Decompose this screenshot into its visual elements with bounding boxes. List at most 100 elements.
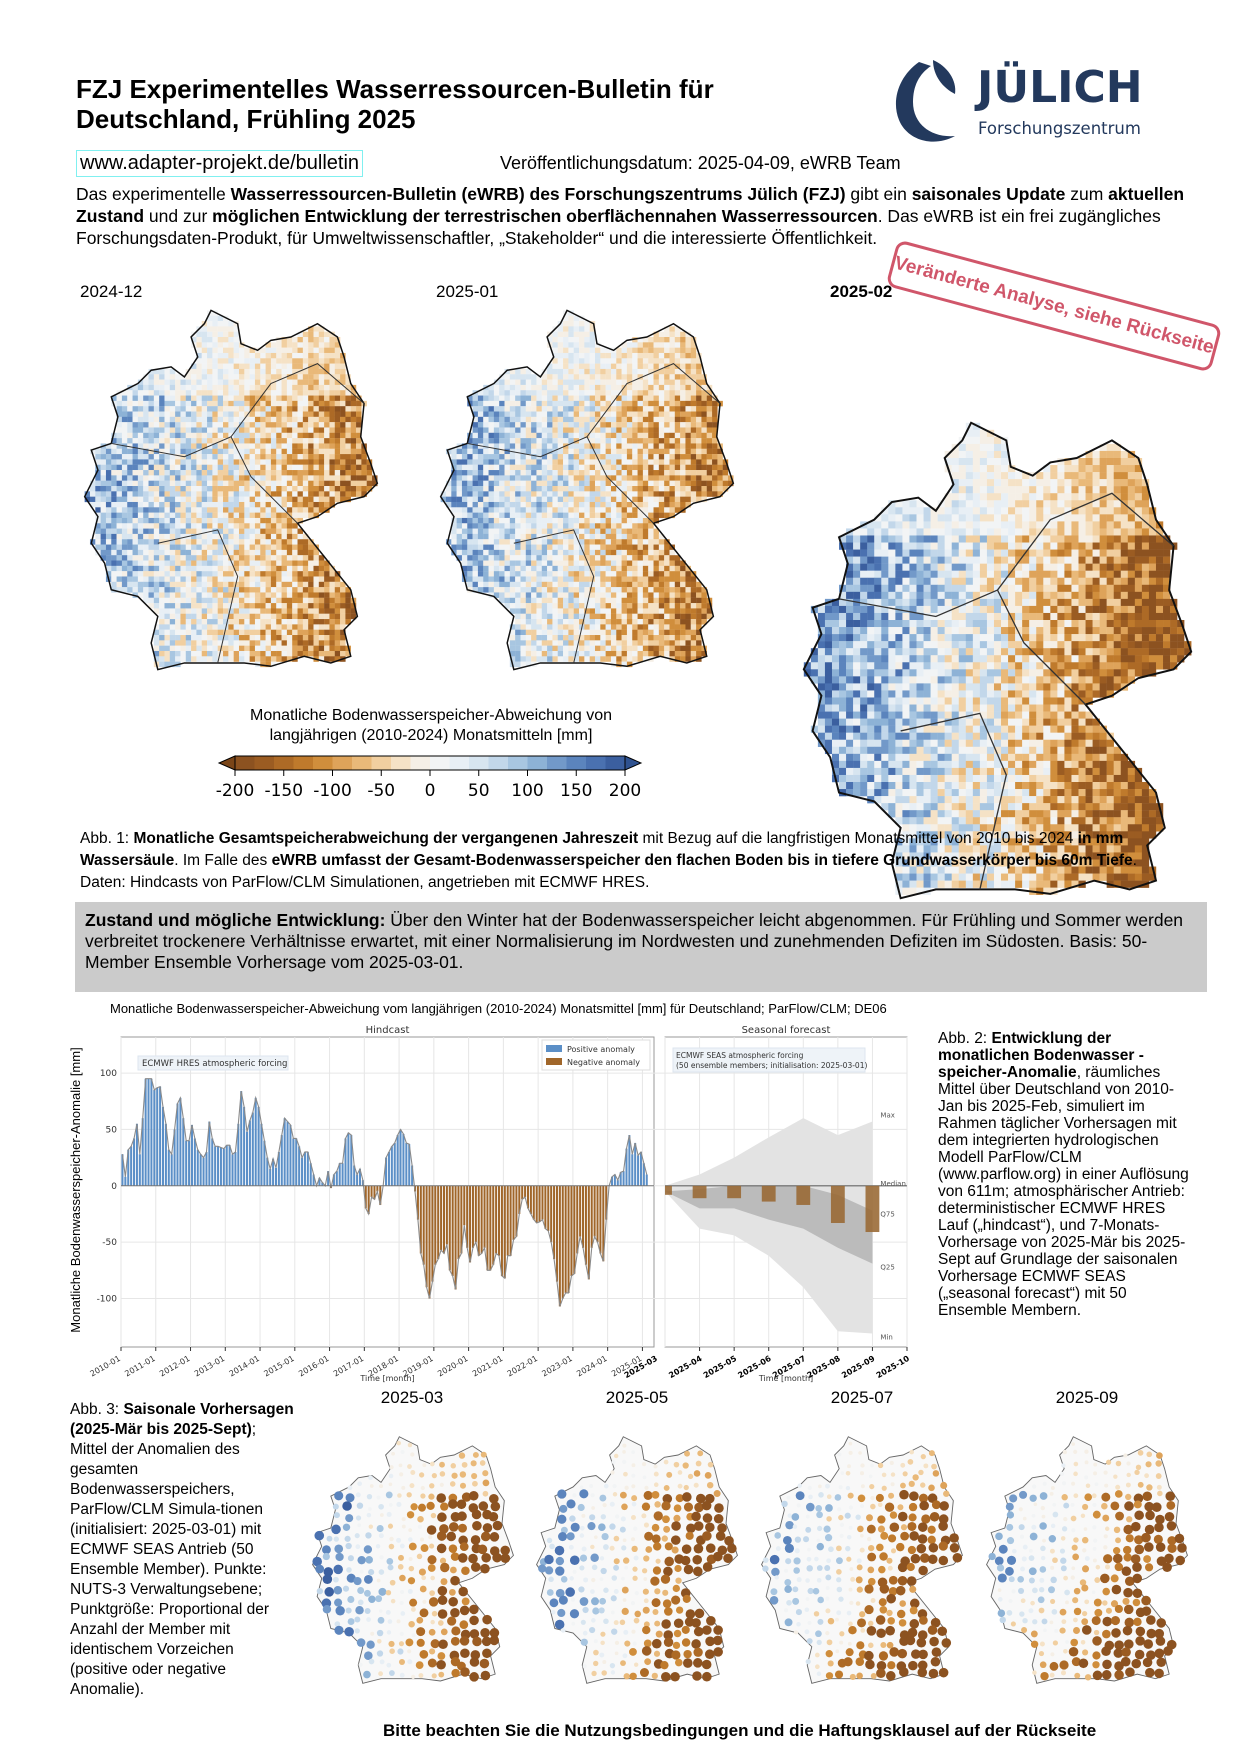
map-cell xyxy=(180,587,186,593)
map-cell xyxy=(642,496,649,503)
map-cell xyxy=(600,507,606,513)
map-cell xyxy=(137,549,144,556)
map-cell xyxy=(164,475,170,481)
map-cell xyxy=(664,406,670,412)
map-cell xyxy=(201,555,208,561)
map-cell xyxy=(228,528,234,535)
map-cell xyxy=(244,560,250,567)
map-cell xyxy=(584,384,590,391)
map-cell xyxy=(270,427,277,433)
map-cell xyxy=(600,454,606,460)
map-cell xyxy=(669,400,675,407)
map-cell xyxy=(557,358,564,364)
map-cell xyxy=(185,454,192,460)
map-cell xyxy=(340,491,346,497)
map-cell xyxy=(185,565,192,572)
map-cell xyxy=(292,400,298,407)
map-cell xyxy=(180,581,186,588)
map-cell xyxy=(701,592,707,598)
map-cell xyxy=(297,416,304,423)
map-cell xyxy=(610,390,617,396)
map-cell xyxy=(637,539,644,545)
map-cell xyxy=(483,581,489,588)
map-cell xyxy=(477,438,484,444)
map-cell xyxy=(276,358,282,364)
map-cell xyxy=(674,581,681,588)
map-cell xyxy=(680,464,686,471)
map-cell xyxy=(493,565,500,572)
map-cell xyxy=(313,475,319,481)
map-cell xyxy=(520,597,526,604)
map-cell xyxy=(159,661,165,668)
map-cell xyxy=(493,475,500,481)
map-cell xyxy=(584,475,590,481)
map-cell xyxy=(175,624,181,630)
map-cell xyxy=(297,549,304,556)
map-cell xyxy=(706,454,713,460)
map-cell xyxy=(345,587,351,593)
map-cell xyxy=(265,629,272,636)
map-cell xyxy=(329,400,335,407)
map-cell xyxy=(499,544,505,551)
map-cell xyxy=(706,448,713,455)
map-cell xyxy=(584,523,590,529)
map-cell xyxy=(270,411,277,417)
map-cell xyxy=(648,619,654,625)
map-cell xyxy=(281,411,288,417)
map-cell xyxy=(191,470,197,476)
map-cell xyxy=(350,443,357,449)
map-cell xyxy=(207,507,213,513)
bulletin-link[interactable]: www.adapter-projekt.de/bulletin xyxy=(76,150,364,177)
map-cell xyxy=(680,597,686,604)
map-cell xyxy=(260,656,266,662)
map-cell xyxy=(616,427,622,433)
map-cell xyxy=(201,347,208,354)
map-cell xyxy=(658,464,665,471)
map-cell xyxy=(642,619,649,625)
map-cell xyxy=(276,363,282,370)
map-cell xyxy=(356,470,362,476)
map-cell xyxy=(281,560,288,567)
map-cell xyxy=(451,533,457,540)
map-cell xyxy=(121,411,128,417)
map-cell xyxy=(324,486,330,492)
map-cell xyxy=(223,400,229,407)
map-cell xyxy=(116,581,123,588)
map-cell xyxy=(483,533,489,540)
map-cell xyxy=(600,608,606,614)
map-cell xyxy=(254,464,261,471)
map-cell xyxy=(594,342,601,348)
map-cell xyxy=(579,571,585,577)
map-cell xyxy=(493,432,500,439)
map-cell xyxy=(456,549,463,556)
map-cell xyxy=(111,539,117,545)
map-cell xyxy=(642,539,649,545)
map-cell xyxy=(334,597,341,604)
map-cell xyxy=(685,592,691,598)
map-cell xyxy=(557,427,564,433)
map-cell xyxy=(334,384,341,391)
map-cell xyxy=(185,379,192,386)
map-cell xyxy=(105,459,112,465)
map-cell xyxy=(648,475,654,481)
map-cell xyxy=(334,374,341,380)
map-cell xyxy=(159,400,165,407)
map-cell xyxy=(664,459,670,465)
map-cell xyxy=(356,406,362,412)
map-cell xyxy=(313,555,319,561)
map-cell xyxy=(589,496,596,503)
map-cell xyxy=(461,512,468,519)
map-cell xyxy=(164,464,170,471)
map-cell xyxy=(600,512,606,519)
map-cell xyxy=(664,411,670,417)
map-cell xyxy=(509,533,516,540)
map-cell xyxy=(196,629,202,636)
map-cell xyxy=(632,384,638,391)
map-cell xyxy=(265,624,272,630)
map-cell xyxy=(276,523,282,529)
map-cell xyxy=(180,549,186,556)
map-cell xyxy=(669,379,675,386)
map-cell xyxy=(308,374,314,380)
map-cell xyxy=(302,565,309,572)
map-cell xyxy=(233,480,240,487)
